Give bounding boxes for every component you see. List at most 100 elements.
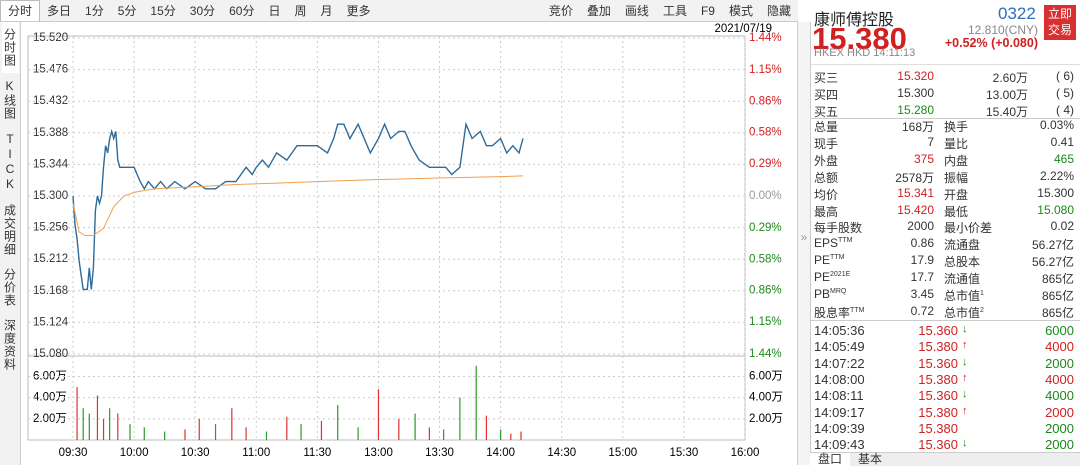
y2-tick-label: 0.86% [749, 96, 782, 108]
stat-value: 2578万 [895, 170, 934, 185]
tab[interactable]: 多日 [47, 4, 72, 18]
stat-label: 开盘 [944, 187, 969, 202]
tab[interactable]: 60分 [229, 4, 255, 18]
volume-tick-label: 6.00万 [749, 371, 783, 383]
tool-button[interactable]: 模式 [728, 4, 753, 18]
y2-tick-label: 1.44% [749, 348, 782, 360]
tool-button[interactable]: 叠加 [586, 4, 611, 18]
side-tab[interactable]: 分时图 [1, 22, 19, 73]
tool-button[interactable]: 画线 [624, 4, 649, 18]
y-tick-label: 15.476 [33, 64, 68, 76]
stat-value: 15.300 [1037, 185, 1074, 200]
trade-volume: 4000 [1045, 339, 1074, 355]
tab[interactable]: 30分 [189, 4, 216, 18]
stat-label: 总市值1 [944, 287, 984, 304]
y2-tick-label: 0.58% [749, 254, 782, 266]
stat-value: 17.7 [910, 270, 934, 285]
chart: 0322[康师傅控股]13:10价15.400涨跌0.100(0.65%)均价1… [27, 23, 783, 459]
x-tick-label: 16:00 [731, 447, 760, 459]
stat-value: 0.02 [1050, 219, 1074, 234]
stat-label: 现手 [814, 136, 839, 151]
x-tick-label: 13:00 [364, 447, 393, 459]
book-price: 15.280 [897, 103, 934, 117]
tool-button[interactable]: 隐藏 [766, 4, 791, 18]
tab[interactable]: 1分 [85, 4, 104, 18]
book-volume: 13.00万 [985, 88, 1028, 102]
plot-frame [27, 35, 746, 441]
panel-tab[interactable]: 基本 [858, 452, 883, 466]
trade-volume: 6000 [1045, 323, 1074, 338]
tab[interactable]: 日 [268, 4, 281, 18]
tab[interactable]: 5分 [117, 4, 137, 18]
y2-tick-label: 1.44% [749, 32, 782, 44]
panel-tab[interactable]: 盘口 [810, 453, 851, 466]
stat-label: 股息率TTM [814, 304, 864, 321]
trade-price: 15.360 [918, 323, 958, 338]
stat-label: 振幅 [944, 170, 969, 185]
tab[interactable]: 月 [320, 4, 333, 18]
y-tick-label: 15.168 [33, 285, 68, 297]
book-label: 买四 [814, 88, 839, 102]
tool-button[interactable]: 工具 [662, 4, 687, 18]
y-tick-label: 15.344 [33, 158, 69, 170]
tab[interactable]: 周 [294, 4, 307, 18]
divider [810, 118, 1080, 119]
stat-label-sup: 2021E [830, 271, 851, 279]
last-price: 15.380 [812, 21, 907, 56]
trade-arrow: ↓ [962, 355, 968, 368]
stat-value: 865亿 [1041, 305, 1074, 320]
y-tick-label: 15.300 [33, 190, 68, 202]
book-price: 15.320 [897, 69, 934, 83]
stat-label-text: PB [814, 287, 831, 301]
stat-value: 15.420 [897, 202, 934, 217]
stat-label: EPSTTM [814, 236, 852, 250]
stat-value: 17.9 [910, 253, 934, 268]
stat-label: PBMRQ [814, 287, 846, 301]
x-tick-label: 11:30 [303, 447, 331, 459]
tab[interactable]: 更多 [346, 4, 371, 18]
side-tab[interactable]: TICK [3, 132, 17, 192]
stat-label: 内盘 [944, 153, 969, 168]
book-count: ( 6) [1056, 69, 1074, 83]
x-tick-label: 14:30 [547, 447, 576, 459]
y-tick-label: 15.432 [33, 95, 68, 107]
y-tick-label: 15.520 [33, 32, 68, 44]
y-tick-label: 15.212 [33, 253, 68, 265]
stat-label: 最小价差 [944, 221, 993, 236]
tool-button[interactable]: F9 [700, 3, 715, 18]
side-tab[interactable]: 深度资料 [2, 319, 17, 371]
trade-volume: 2000 [1045, 420, 1074, 436]
ref-price: 12.810(CNY) [967, 23, 1038, 37]
book-volume: 15.40万 [985, 105, 1028, 119]
side-tab[interactable]: 分价表 [2, 268, 17, 307]
trade-time: 14:05:49 [814, 339, 865, 355]
stat-value: 465 [1053, 151, 1074, 166]
trade-arrow: ↓ [962, 437, 968, 450]
stat-value: 56.27亿 [1031, 255, 1074, 270]
tab[interactable]: 15分 [150, 4, 176, 18]
stat-value: 15.341 [897, 185, 934, 200]
stat-label: 量比 [944, 136, 969, 151]
stat-value: 168万 [901, 120, 934, 134]
stat-value: 0.86 [910, 236, 934, 251]
stat-label: 流通盘 [944, 238, 981, 253]
side-tab[interactable]: K线图 [2, 79, 17, 120]
tool-button[interactable]: 竞价 [548, 4, 573, 18]
stock-code: 0322 [998, 4, 1036, 23]
stat-label-sup: 1 [980, 290, 984, 297]
splitter[interactable]: » [797, 22, 811, 465]
stat-label: 均价 [814, 187, 839, 202]
trade-time: 14:05:36 [814, 323, 865, 338]
side-tab[interactable]: 成交明细 [2, 204, 17, 256]
trade-volume: 2000 [1045, 404, 1074, 420]
stat-value: 0.03% [1039, 118, 1074, 132]
trade-button[interactable]: 立即交易 [1044, 5, 1076, 40]
bottom-tabs: 盘口 基本 [810, 452, 1080, 466]
x-tick-label: 11:00 [242, 447, 270, 459]
stat-label: 总市值2 [944, 304, 984, 321]
trade-price: 15.380 [918, 339, 958, 355]
trade-arrow: ↑ [962, 371, 968, 384]
stat-value: 2000 [907, 219, 934, 234]
tab[interactable]: 分时 [0, 0, 41, 21]
divider [810, 320, 1080, 321]
